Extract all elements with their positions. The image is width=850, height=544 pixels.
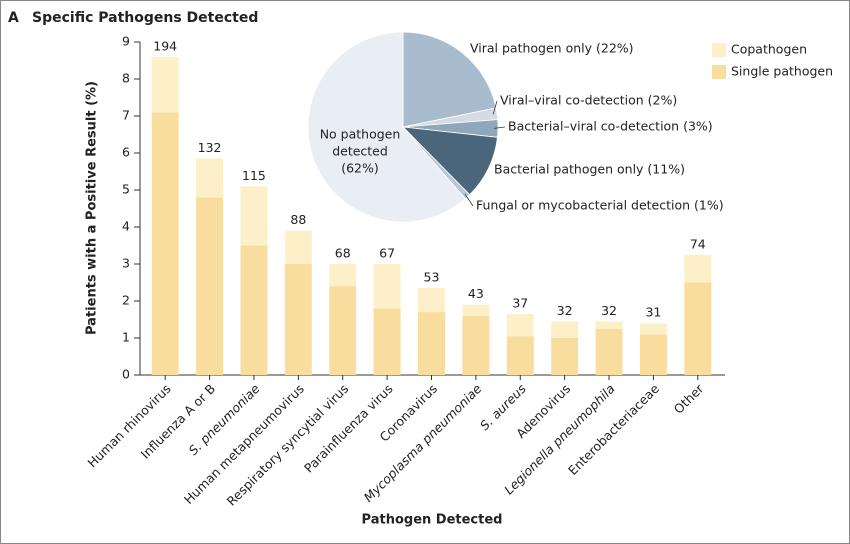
pie-slice (402, 31, 497, 128)
count-label: 115 (242, 168, 266, 183)
count-label: 31 (645, 305, 661, 320)
bar-segment (462, 315, 490, 375)
pie-leader (493, 126, 506, 129)
pie-slice (401, 126, 498, 196)
x-tick-label: Other (671, 380, 707, 416)
pie-label: Viral pathogen only (22%) (470, 41, 634, 56)
bar-segment (329, 286, 357, 375)
pie-label: Bacterial pathogen only (11%) (494, 162, 685, 177)
y-axis-label: Patients with a Positive Result (%) (85, 81, 100, 335)
legend-label: Copathogen (731, 42, 807, 57)
bar-segment (196, 158, 224, 198)
x-tick-label: Human rhinovirus (84, 381, 173, 470)
pie-label: Viral–viral co-detection (2%) (500, 93, 677, 108)
bar-segment (151, 112, 179, 376)
bar-segment (684, 282, 712, 375)
bar-segment (284, 264, 312, 375)
bar-segment (151, 56, 179, 113)
count-label: 132 (198, 140, 222, 155)
legend-label: Single pathogen (731, 64, 833, 79)
y-tick-label: 6 (122, 145, 130, 160)
y-tick-label: 9 (122, 34, 130, 49)
count-label: 68 (335, 246, 351, 261)
bar-segment (551, 321, 579, 338)
legend-swatch (712, 65, 726, 79)
count-label: 53 (424, 270, 440, 285)
bar-segment (329, 264, 357, 287)
count-label: 32 (557, 303, 573, 318)
pie-label: No pathogen (320, 127, 401, 142)
x-axis-label: Pathogen Detected (362, 513, 503, 528)
bar-segment (506, 336, 534, 375)
y-tick-label: 3 (122, 256, 130, 271)
bar-segment (639, 323, 667, 335)
bar-segment (595, 328, 623, 375)
bar-segment (373, 308, 401, 375)
chart-title: Specific Pathogens Detected (32, 10, 258, 26)
y-tick-label: 1 (122, 330, 130, 345)
pie-leader (464, 193, 474, 207)
bar-segment (240, 245, 268, 375)
count-label: 67 (379, 246, 395, 261)
y-tick-label: 7 (122, 108, 130, 123)
count-label: 43 (468, 286, 484, 301)
bar-segment (418, 288, 445, 313)
bar-segment (240, 186, 268, 246)
y-tick-label: 5 (122, 182, 130, 197)
y-tick-label: 8 (122, 71, 130, 86)
bar-segment (462, 304, 490, 316)
bar-segment (373, 264, 401, 309)
count-label: 37 (512, 295, 528, 310)
bar-segment (418, 312, 445, 375)
count-label: 32 (601, 303, 617, 318)
y-tick-label: 4 (122, 219, 130, 234)
pie-label: (62%) (341, 161, 379, 176)
bar-segment (284, 230, 312, 264)
pie-label: Bacterial–viral co-detection (3%) (508, 119, 713, 134)
y-tick-label: 0 (122, 367, 130, 382)
pie-label: detected (332, 144, 388, 159)
bar-segment (595, 321, 623, 329)
bar-segment (506, 313, 534, 337)
panel-label: A (8, 10, 19, 26)
pie-label: Fungal or mycobacterial detection (1%) (476, 198, 724, 213)
count-label: 88 (290, 212, 306, 227)
count-label: 74 (690, 236, 706, 251)
y-tick-label: 2 (122, 293, 130, 308)
bar-segment (639, 334, 667, 375)
pie-slice (307, 31, 466, 223)
count-label: 194 (153, 38, 177, 53)
legend-swatch (712, 43, 726, 57)
bar-segment (684, 254, 712, 283)
bar-segment (551, 338, 579, 375)
pie-leader (492, 100, 498, 115)
x-tick-label: Influenza A or B (138, 381, 219, 462)
bar-segment (196, 197, 224, 375)
